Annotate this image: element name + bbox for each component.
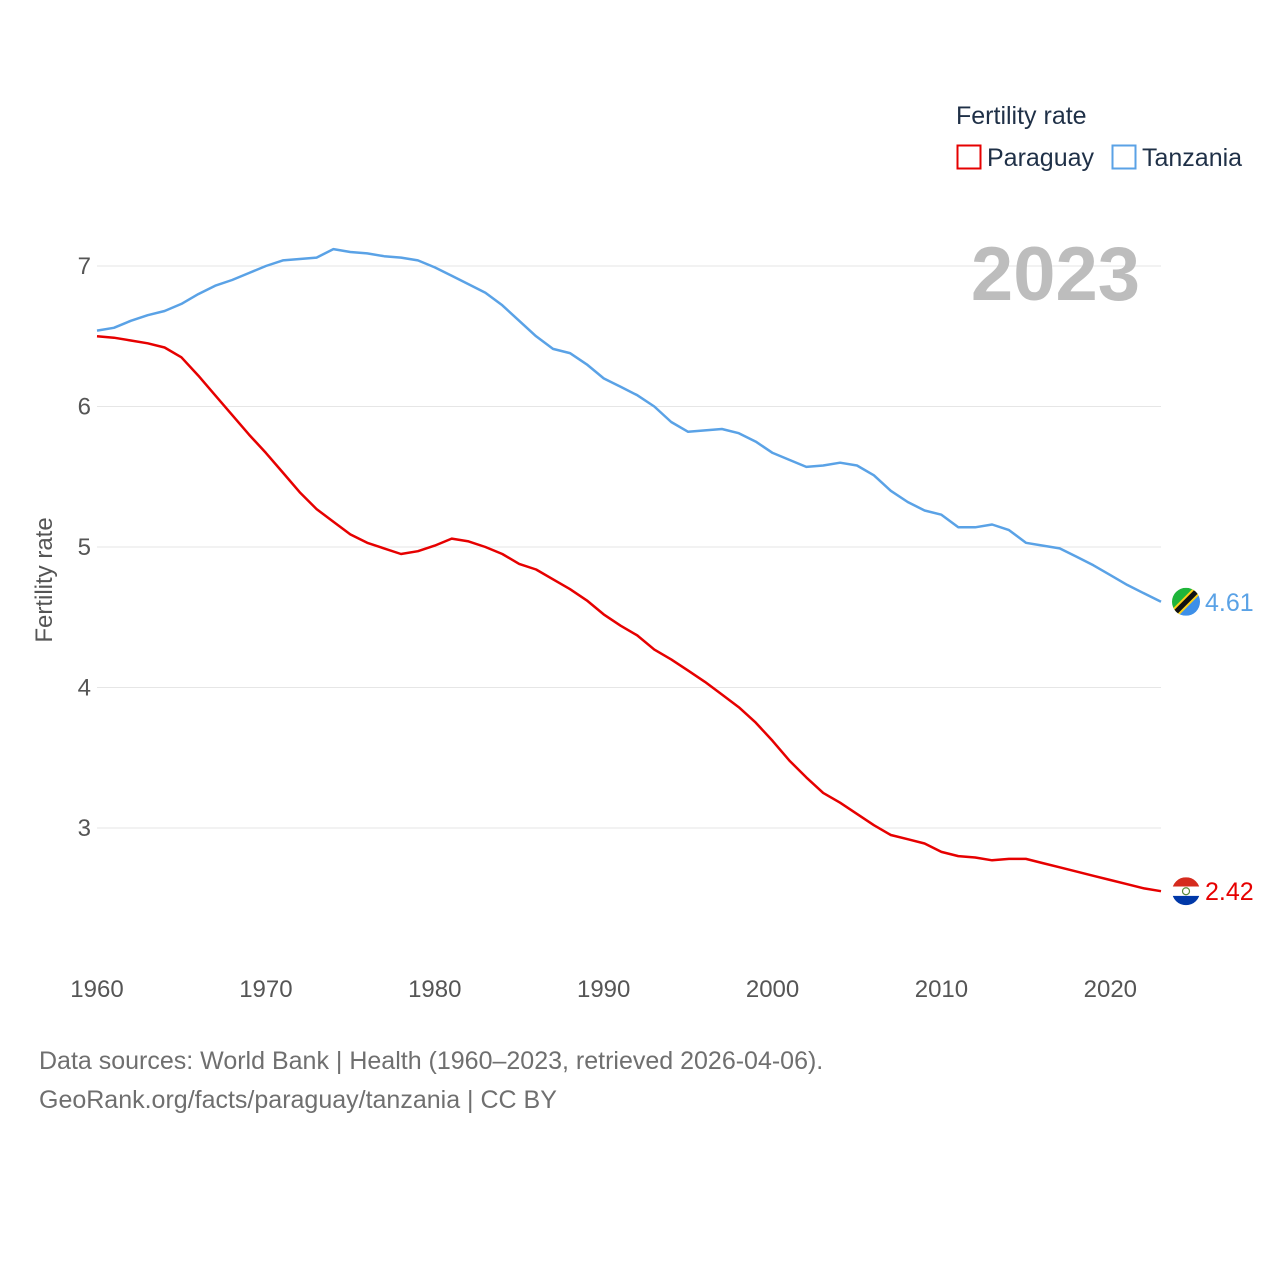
source-line-1: Data sources: World Bank | Health (1960–… xyxy=(39,1047,824,1075)
end-value-label-paraguay: 2.42 xyxy=(1205,878,1254,906)
year-display: 2023 xyxy=(971,232,1140,317)
x-tick-label: 2020 xyxy=(1084,976,1137,1003)
x-tick-label: 1990 xyxy=(577,976,630,1003)
y-tick-label: 7 xyxy=(78,253,91,280)
legend-label-paraguay[interactable]: Paraguay xyxy=(987,144,1095,172)
legend-label-tanzania[interactable]: Tanzania xyxy=(1142,144,1242,172)
legend-swatch-paraguay[interactable] xyxy=(956,144,982,170)
end-markers: 2.42 4.61 xyxy=(1172,587,1254,906)
legend[interactable]: Fertility rate Paraguay Tanzania xyxy=(956,102,1242,172)
legend-title: Fertility rate xyxy=(956,102,1087,130)
end-value-label-tanzania: 4.61 xyxy=(1205,589,1254,617)
y-tick-label: 6 xyxy=(78,394,91,421)
y-tick-label: 3 xyxy=(78,815,91,842)
tanzania-flag-icon xyxy=(1172,587,1200,616)
y-tick-label: 4 xyxy=(78,675,91,702)
y-axis-ticks: 3 4 5 6 7 xyxy=(78,253,91,842)
x-tick-label: 2010 xyxy=(915,976,968,1003)
x-tick-label: 1970 xyxy=(239,976,292,1003)
legend-swatch-tanzania[interactable] xyxy=(1111,144,1137,170)
source-line-2[interactable]: GeoRank.org/facts/paraguay/tanzania | CC… xyxy=(39,1086,557,1114)
series-line-paraguay[interactable] xyxy=(96,335,1162,893)
source-note: Data sources: World Bank | Health (1960–… xyxy=(39,1042,823,1120)
y-tick-label: 5 xyxy=(78,534,91,561)
series-line-tanzania[interactable] xyxy=(96,247,1162,603)
x-tick-label: 2000 xyxy=(746,976,799,1003)
x-tick-label: 1980 xyxy=(408,976,461,1003)
y-axis-title: Fertility rate xyxy=(31,517,58,642)
x-axis-ticks: 1960 1970 1980 1990 2000 2010 2020 xyxy=(70,976,1137,1003)
series-lines xyxy=(96,247,1162,893)
gridlines xyxy=(97,265,1161,829)
paraguay-flag-icon xyxy=(1172,877,1200,906)
x-tick-label: 1960 xyxy=(70,976,123,1003)
